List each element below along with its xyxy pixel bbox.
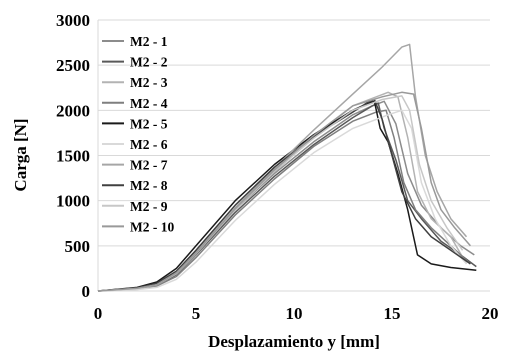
gridlines [97, 19, 490, 292]
series-lines [97, 43, 477, 292]
x-tick-label: 15 [384, 304, 401, 323]
legend-label-7: M2 - 7 [130, 158, 168, 173]
legend-label-4: M2 - 4 [130, 96, 168, 111]
y-tick-label: 0 [82, 282, 91, 301]
legend-label-1: M2 - 1 [130, 34, 168, 49]
legend: M2 - 1 M2 - 2 M2 - 3 M2 - 4 M2 - 5 M2 - 6 M2 -… [102, 34, 174, 234]
x-tick-label: 10 [286, 304, 303, 323]
y-tick-label: 2000 [56, 101, 90, 120]
y-axis-ticks: 0 500 1000 1500 2000 2500 3000 [56, 11, 90, 301]
y-tick-label: 3000 [56, 11, 90, 30]
x-tick-label: 20 [482, 304, 499, 323]
y-axis-title: Carga [N] [11, 118, 30, 191]
legend-label-9: M2 - 9 [130, 199, 168, 214]
legend-label-10: M2 - 10 [130, 219, 174, 234]
legend-label-6: M2 - 6 [130, 137, 168, 152]
series-line-4 [97, 109, 471, 292]
series-line-6 [97, 109, 468, 292]
y-tick-label: 1500 [56, 147, 90, 166]
series-line-5 [97, 100, 477, 292]
series-line-10 [97, 91, 471, 292]
x-tick-label: 0 [94, 304, 103, 323]
legend-label-8: M2 - 8 [130, 178, 168, 193]
y-tick-label: 500 [65, 237, 91, 256]
x-axis-title: Desplazamiento y [mm] [208, 332, 380, 351]
legend-label-3: M2 - 3 [130, 75, 168, 90]
y-tick-label: 2500 [56, 56, 90, 75]
legend-label-2: M2 - 2 [130, 55, 168, 70]
legend-label-5: M2 - 5 [130, 116, 168, 131]
x-axis-ticks: 0 5 10 15 20 [94, 304, 499, 323]
x-tick-label: 5 [192, 304, 201, 323]
y-tick-label: 1000 [56, 192, 90, 211]
